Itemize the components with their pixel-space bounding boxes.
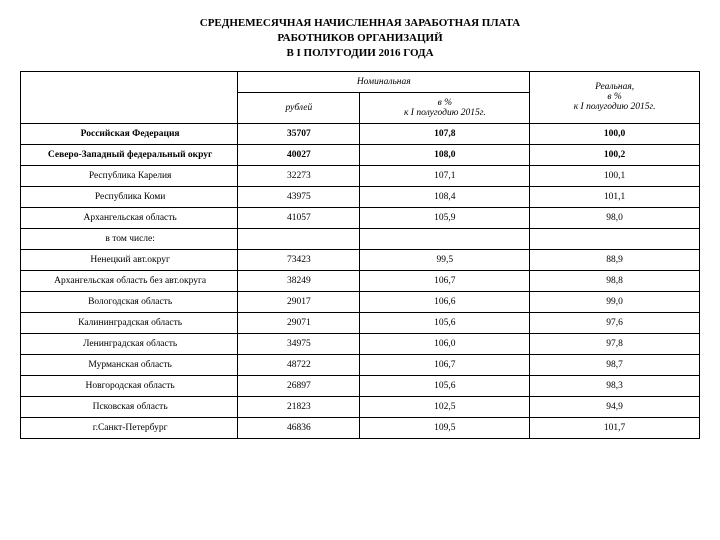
header-nominal-pct: в % к I полугодию 2015г.	[360, 92, 530, 123]
cell-nominal-pct: 107,1	[360, 165, 530, 186]
table-row: Калининградская область29071105,697,6	[21, 312, 700, 333]
table-row: Ленинградская область34975106,097,8	[21, 333, 700, 354]
cell-region: Мурманская область	[21, 354, 238, 375]
cell-real-pct: 97,6	[530, 312, 700, 333]
title-line-3: В I ПОЛУГОДИИ 2016 ГОДА	[286, 47, 433, 59]
cell-nominal-pct	[360, 228, 530, 249]
title-line-1: СРЕДНЕМЕСЯЧНАЯ НАЧИСЛЕННАЯ ЗАРАБОТНАЯ ПЛ…	[200, 17, 521, 29]
table-row: в том числе:	[21, 228, 700, 249]
header-row-1: Номинальная Реальная, в % к I полугодию …	[21, 71, 700, 92]
cell-region: Ленинградская область	[21, 333, 238, 354]
wage-table: Номинальная Реальная, в % к I полугодию …	[20, 71, 700, 439]
cell-region: Ненецкий авт.округ	[21, 249, 238, 270]
cell-nominal-pct: 99,5	[360, 249, 530, 270]
cell-rub: 43975	[238, 186, 360, 207]
table-row: Псковская область21823102,594,9	[21, 396, 700, 417]
cell-rub: 29017	[238, 291, 360, 312]
table-row: Вологодская область29017106,699,0	[21, 291, 700, 312]
cell-real-pct: 98,3	[530, 375, 700, 396]
cell-rub: 34975	[238, 333, 360, 354]
cell-region: Архангельская область без авт.округа	[21, 270, 238, 291]
header-rub: рублей	[238, 92, 360, 123]
cell-region: Республика Коми	[21, 186, 238, 207]
cell-real-pct: 88,9	[530, 249, 700, 270]
cell-rub: 21823	[238, 396, 360, 417]
cell-nominal-pct: 107,8	[360, 123, 530, 144]
cell-region: Вологодская область	[21, 291, 238, 312]
cell-rub: 29071	[238, 312, 360, 333]
cell-nominal-pct: 108,0	[360, 144, 530, 165]
header-real: Реальная, в % к I полугодию 2015г.	[530, 71, 700, 123]
table-row: Ненецкий авт.округ7342399,588,9	[21, 249, 700, 270]
cell-real-pct	[530, 228, 700, 249]
cell-region: Архангельская область	[21, 207, 238, 228]
header-nominal: Номинальная	[238, 71, 530, 92]
cell-region: в том числе:	[21, 228, 238, 249]
table-row: Мурманская область48722106,798,7	[21, 354, 700, 375]
title-line-2: РАБОТНИКОВ ОРГАНИЗАЦИЙ	[277, 32, 442, 44]
table-body: Российская Федерация35707107,8100,0Север…	[21, 123, 700, 438]
cell-rub: 32273	[238, 165, 360, 186]
cell-region: Республика Карелия	[21, 165, 238, 186]
table-row: Российская Федерация35707107,8100,0	[21, 123, 700, 144]
header-real-l1: Реальная,	[595, 82, 634, 92]
table-row: Архангельская область без авт.округа3824…	[21, 270, 700, 291]
cell-rub: 38249	[238, 270, 360, 291]
cell-real-pct: 101,7	[530, 417, 700, 438]
cell-rub: 73423	[238, 249, 360, 270]
cell-real-pct: 100,2	[530, 144, 700, 165]
table-row: Архангельская область41057105,998,0	[21, 207, 700, 228]
cell-real-pct: 98,0	[530, 207, 700, 228]
cell-nominal-pct: 106,6	[360, 291, 530, 312]
table-row: Новгородская область26897105,698,3	[21, 375, 700, 396]
cell-nominal-pct: 109,5	[360, 417, 530, 438]
cell-nominal-pct: 106,0	[360, 333, 530, 354]
cell-real-pct: 100,1	[530, 165, 700, 186]
page-title: СРЕДНЕМЕСЯЧНАЯ НАЧИСЛЕННАЯ ЗАРАБОТНАЯ ПЛ…	[20, 16, 700, 61]
cell-rub	[238, 228, 360, 249]
cell-region: Российская Федерация	[21, 123, 238, 144]
cell-region: Псковская область	[21, 396, 238, 417]
header-real-l3: к I полугодию 2015г.	[574, 102, 656, 112]
header-region-blank	[21, 71, 238, 123]
cell-rub: 40027	[238, 144, 360, 165]
cell-nominal-pct: 106,7	[360, 354, 530, 375]
cell-rub: 26897	[238, 375, 360, 396]
cell-real-pct: 99,0	[530, 291, 700, 312]
cell-nominal-pct: 105,6	[360, 375, 530, 396]
cell-rub: 35707	[238, 123, 360, 144]
header-nominal-pct-l2: к I полугодию 2015г.	[404, 108, 486, 118]
table-row: Северо-Западный федеральный округ4002710…	[21, 144, 700, 165]
cell-rub: 48722	[238, 354, 360, 375]
cell-region: Калининградская область	[21, 312, 238, 333]
table-row: Республика Карелия32273107,1100,1	[21, 165, 700, 186]
cell-real-pct: 100,0	[530, 123, 700, 144]
header-real-l2: в %	[607, 92, 621, 102]
cell-region: г.Санкт-Петербург	[21, 417, 238, 438]
cell-real-pct: 97,8	[530, 333, 700, 354]
cell-rub: 41057	[238, 207, 360, 228]
cell-region: Новгородская область	[21, 375, 238, 396]
cell-nominal-pct: 105,6	[360, 312, 530, 333]
cell-nominal-pct: 102,5	[360, 396, 530, 417]
cell-real-pct: 94,9	[530, 396, 700, 417]
cell-nominal-pct: 106,7	[360, 270, 530, 291]
cell-nominal-pct: 105,9	[360, 207, 530, 228]
table-row: г.Санкт-Петербург46836109,5101,7	[21, 417, 700, 438]
cell-rub: 46836	[238, 417, 360, 438]
cell-region: Северо-Западный федеральный округ	[21, 144, 238, 165]
cell-nominal-pct: 108,4	[360, 186, 530, 207]
table-row: Республика Коми43975108,4101,1	[21, 186, 700, 207]
cell-real-pct: 98,7	[530, 354, 700, 375]
cell-real-pct: 98,8	[530, 270, 700, 291]
header-nominal-pct-l1: в %	[438, 98, 452, 108]
cell-real-pct: 101,1	[530, 186, 700, 207]
